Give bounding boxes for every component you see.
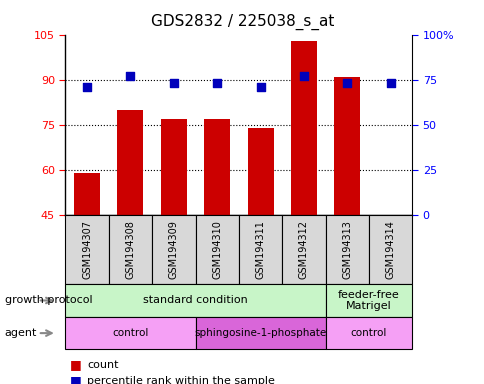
Text: GDS2832 / 225038_s_at: GDS2832 / 225038_s_at	[151, 13, 333, 30]
Text: GSM194313: GSM194313	[342, 220, 351, 279]
Text: sphingosine-1-phosphate: sphingosine-1-phosphate	[194, 328, 326, 338]
Text: ■: ■	[70, 358, 82, 371]
Text: ■: ■	[70, 374, 82, 384]
Text: percentile rank within the sample: percentile rank within the sample	[87, 376, 274, 384]
Text: GSM194308: GSM194308	[125, 220, 135, 279]
Bar	[108, 215, 152, 284]
Bar	[247, 128, 273, 215]
Point	[213, 80, 221, 86]
Bar	[195, 317, 325, 349]
Text: GSM194307: GSM194307	[82, 220, 92, 279]
Point	[343, 80, 350, 86]
Bar	[368, 215, 411, 284]
Point	[126, 73, 134, 79]
Point	[300, 73, 307, 79]
Bar	[65, 215, 108, 284]
Bar	[74, 173, 100, 215]
Bar	[325, 317, 411, 349]
Text: standard condition: standard condition	[143, 295, 247, 306]
Bar	[290, 41, 316, 215]
Bar	[195, 215, 239, 284]
Point	[256, 84, 264, 90]
Text: GSM194314: GSM194314	[385, 220, 395, 279]
Text: control: control	[112, 328, 149, 338]
Bar	[282, 215, 325, 284]
Point	[83, 84, 91, 90]
Text: count: count	[87, 360, 119, 370]
Text: GSM194310: GSM194310	[212, 220, 222, 279]
Bar	[117, 110, 143, 215]
Point	[169, 80, 177, 86]
Text: agent: agent	[5, 328, 37, 338]
Bar	[204, 119, 230, 215]
Text: control: control	[350, 328, 386, 338]
Text: feeder-free
Matrigel: feeder-free Matrigel	[337, 290, 399, 311]
Bar	[65, 317, 195, 349]
Point	[386, 80, 393, 86]
Text: GSM194311: GSM194311	[255, 220, 265, 279]
Text: growth protocol: growth protocol	[5, 295, 92, 306]
Bar	[333, 77, 360, 215]
Text: GSM194309: GSM194309	[168, 220, 179, 279]
Bar	[152, 215, 195, 284]
Bar	[161, 119, 186, 215]
Text: GSM194312: GSM194312	[298, 220, 308, 279]
Bar	[65, 284, 325, 317]
Bar	[325, 284, 411, 317]
Bar	[238, 215, 282, 284]
Bar	[325, 215, 368, 284]
